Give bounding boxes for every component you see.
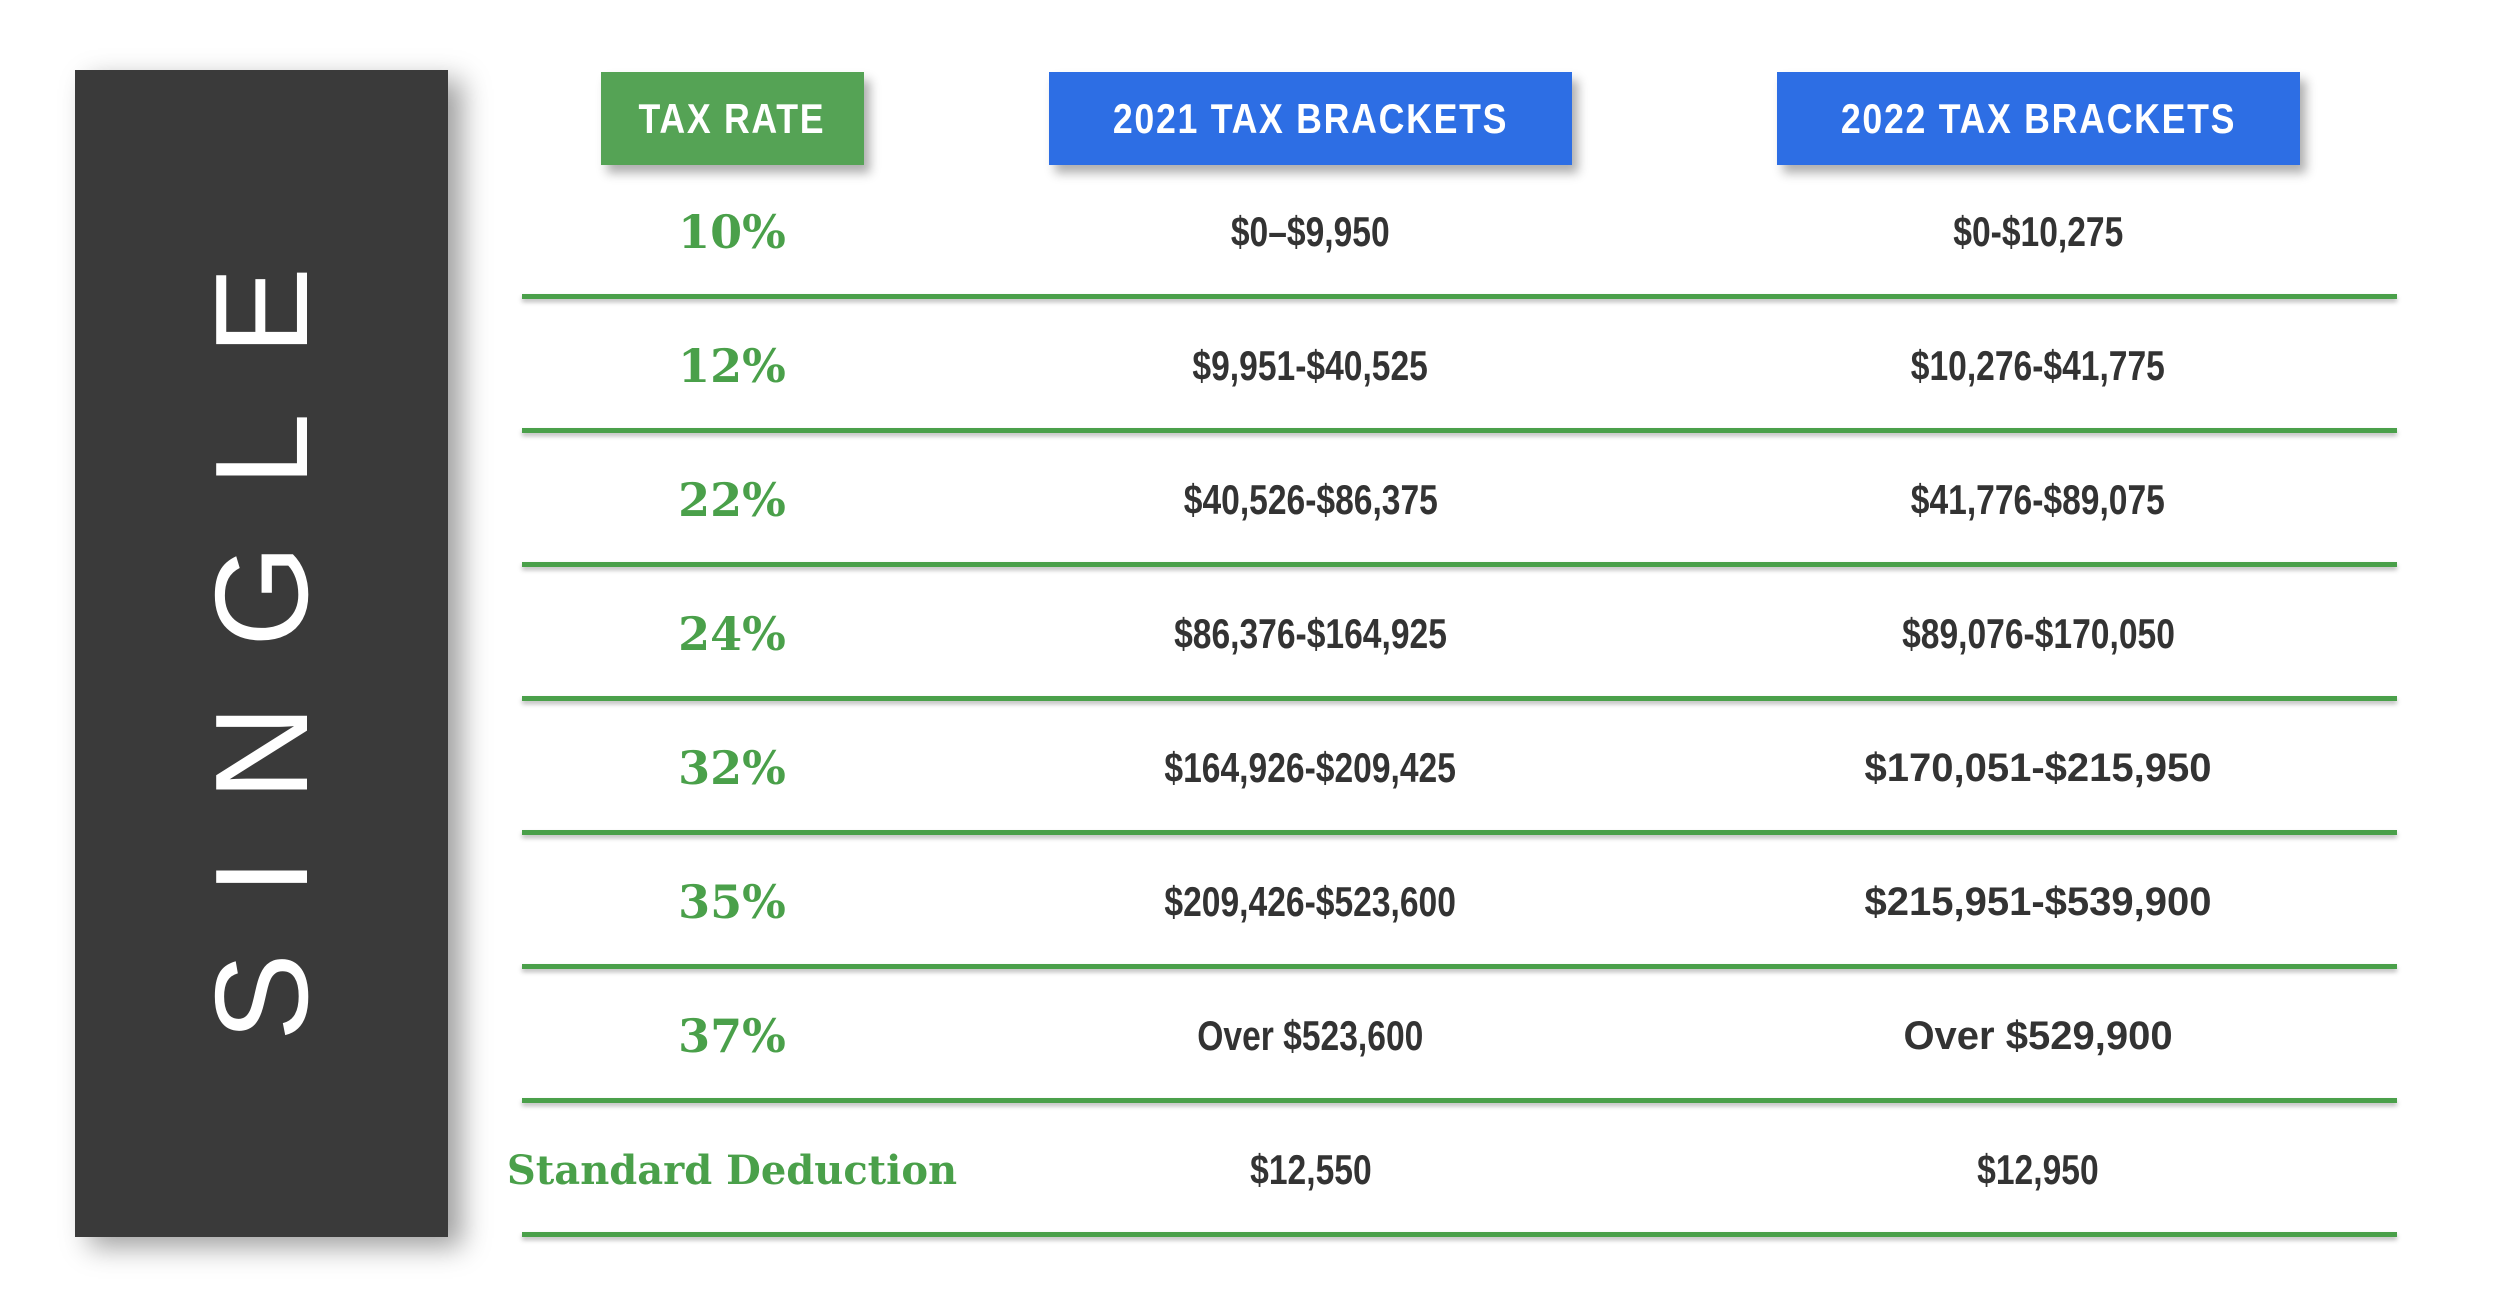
row-divider (522, 562, 2397, 567)
standard-deduction-label: Standard Deduction (506, 1146, 958, 1194)
bracket-2021-value: $209,426-$523,600 (1164, 878, 1457, 925)
table-row: 22% $40,526-$86,375 $41,776-$89,075 (522, 433, 2397, 567)
bracket-2022-cell: $170,051-$215,950 (1865, 746, 2212, 791)
bracket-2021-cell: $40,526-$86,375 (1152, 476, 1470, 524)
table-row: 35% $209,426-$523,600 $215,951-$539,900 (522, 835, 2397, 969)
bracket-2022-value: $0-$10,275 (1952, 208, 2124, 255)
bracket-2021-cell: $209,426-$523,600 (1128, 878, 1492, 926)
tax-brackets-table: TAX RATE 2021 TAX BRACKETS 2022 TAX BRAC… (507, 72, 2397, 1237)
bracket-2022-cell: Over $529,900 (1903, 1014, 2172, 1059)
bracket-2021-cell: $9,951-$40,525 (1163, 342, 1457, 390)
tax-rate-cell: 12% (678, 339, 786, 393)
tax-rate-cell: 10% (678, 205, 786, 259)
row-divider (522, 696, 2397, 701)
row-divider (522, 294, 2397, 299)
bracket-2021-cell: $0–$9,950 (1211, 208, 1410, 256)
bracket-2022-value: $12,950 (1977, 1146, 2099, 1193)
bracket-2022-value: Over $529,900 (1903, 1013, 2173, 1058)
tax-rate-value: 37% (678, 1009, 786, 1063)
tax-rate-value: 12% (678, 339, 786, 393)
tax-rate-cell: 35% (678, 875, 786, 929)
bracket-2021-value: $86,376-$164,925 (1174, 610, 1447, 657)
bracket-2022-cell: $41,776-$89,075 (1879, 476, 2197, 524)
tax-rate-cell: 22% (678, 473, 786, 527)
tax-rate-value: 35% (678, 875, 786, 929)
bracket-2022-value: $41,776-$89,075 (1910, 476, 2166, 523)
bracket-2021-value: $40,526-$86,375 (1183, 476, 1438, 523)
tax-rate-cell: Standard Deduction (507, 1147, 957, 1194)
bracket-2021-value: Over $523,600 (1197, 1012, 1424, 1059)
row-divider (522, 830, 2397, 835)
column-header-tax-rate-label: TAX RATE (638, 94, 826, 142)
column-header-2022-brackets: 2022 TAX BRACKETS (1776, 72, 2300, 165)
row-divider (522, 1232, 2397, 1237)
tax-rate-value: 10% (678, 205, 786, 259)
bracket-2021-value: $164,926-$209,425 (1164, 744, 1457, 791)
table-row: 24% $86,376-$164,925 $89,076-$170,050 (522, 567, 2397, 701)
bracket-2022-cell: $0-$10,275 (1932, 208, 2145, 256)
tax-rate-value: 24% (678, 607, 786, 661)
table-row: Standard Deduction $12,550 $12,950 (507, 1103, 2397, 1237)
bracket-2021-value: $0–$9,950 (1231, 208, 1390, 255)
filing-status-label: SINGLE (187, 208, 335, 1041)
bracket-2022-cell: $10,276-$41,775 (1879, 342, 2197, 390)
bracket-2022-cell: $89,076-$170,050 (1868, 610, 2209, 658)
column-header-tax-rate: TAX RATE (600, 72, 864, 165)
bracket-2021-cell: $164,926-$209,425 (1128, 744, 1492, 792)
table-row: 37% Over $523,600 Over $529,900 (522, 969, 2397, 1103)
table-row: 12% $9,951-$40,525 $10,276-$41,775 (522, 299, 2397, 433)
tax-rate-cell: 37% (678, 1009, 786, 1063)
bracket-2021-cell: $12,550 (1235, 1146, 1387, 1194)
tax-rate-value: 32% (678, 741, 786, 795)
row-divider (522, 1098, 2397, 1103)
tax-rate-value: 22% (678, 473, 786, 527)
tax-rate-cell: 24% (678, 607, 786, 661)
bracket-2022-value: $89,076-$170,050 (1901, 610, 2175, 657)
bracket-2021-cell: $86,376-$164,925 (1140, 610, 1481, 658)
bracket-2022-value: $170,051-$215,950 (1864, 745, 2212, 790)
bracket-2022-cell: $215,951-$539,900 (1865, 880, 2212, 925)
filing-status-banner: SINGLE (75, 70, 448, 1237)
row-divider (522, 964, 2397, 969)
bracket-2022-value: $215,951-$539,900 (1864, 879, 2212, 924)
bracket-2021-value: $12,550 (1249, 1146, 1372, 1193)
tax-rate-cell: 32% (678, 741, 786, 795)
column-header-2021-brackets-label: 2021 TAX BRACKETS (1112, 94, 1509, 142)
table-header-row: TAX RATE 2021 TAX BRACKETS 2022 TAX BRAC… (522, 72, 2397, 165)
table-row: 32% $164,926-$209,425 $170,051-$215,950 (522, 701, 2397, 835)
row-divider (522, 428, 2397, 433)
column-header-2022-brackets-label: 2022 TAX BRACKETS (1840, 94, 2236, 142)
bracket-2021-cell: Over $523,600 (1169, 1012, 1452, 1060)
bracket-2022-cell: $12,950 (1962, 1146, 2114, 1194)
bracket-2021-value: $9,951-$40,525 (1192, 342, 1429, 389)
column-header-2021-brackets: 2021 TAX BRACKETS (1049, 72, 1572, 165)
bracket-2022-value: $10,276-$41,775 (1910, 342, 2166, 389)
table-row: 10% $0–$9,950 $0-$10,275 (522, 165, 2397, 299)
